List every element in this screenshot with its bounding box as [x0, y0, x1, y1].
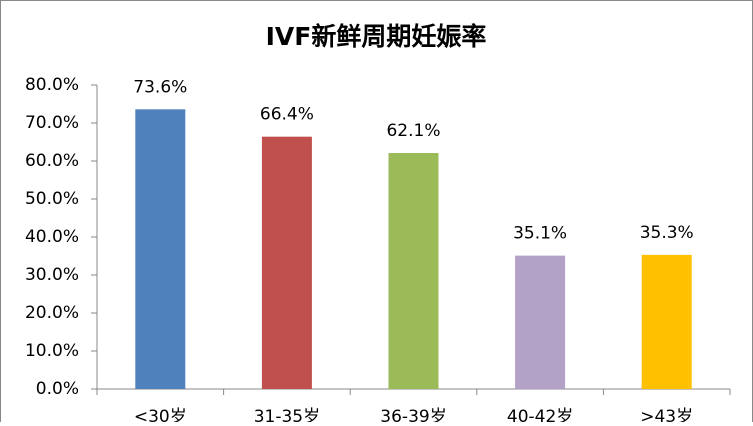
y-tick-label: 10.0% [25, 341, 79, 361]
y-tick-label: 20.0% [25, 303, 79, 323]
y-tick-label: 80.0% [25, 75, 79, 95]
x-tick-label: 31-35岁 [254, 407, 320, 422]
bar [261, 136, 312, 389]
bar [135, 109, 186, 389]
y-tick-label: 60.0% [25, 151, 79, 171]
value-label: 62.1% [386, 121, 440, 141]
bar [641, 254, 692, 389]
x-tick-label: >43岁 [640, 407, 693, 422]
y-tick-label: 70.0% [25, 113, 79, 133]
x-tick-label: 40-42岁 [507, 407, 573, 422]
y-tick-label: 0.0% [36, 379, 79, 399]
x-tick-label: <30岁 [134, 407, 187, 422]
value-label: 35.1% [513, 224, 567, 244]
value-label: 66.4% [260, 105, 314, 125]
y-tick-label: 50.0% [25, 189, 79, 209]
bar [515, 255, 566, 389]
value-label: 35.3% [640, 223, 694, 243]
x-tick-label: 36-39岁 [380, 407, 446, 422]
value-label: 73.6% [133, 77, 187, 97]
bar [388, 153, 439, 389]
y-tick-label: 40.0% [25, 227, 79, 247]
y-tick-label: 30.0% [25, 265, 79, 285]
chart-title: IVF新鲜周期妊娠率 [266, 22, 487, 51]
